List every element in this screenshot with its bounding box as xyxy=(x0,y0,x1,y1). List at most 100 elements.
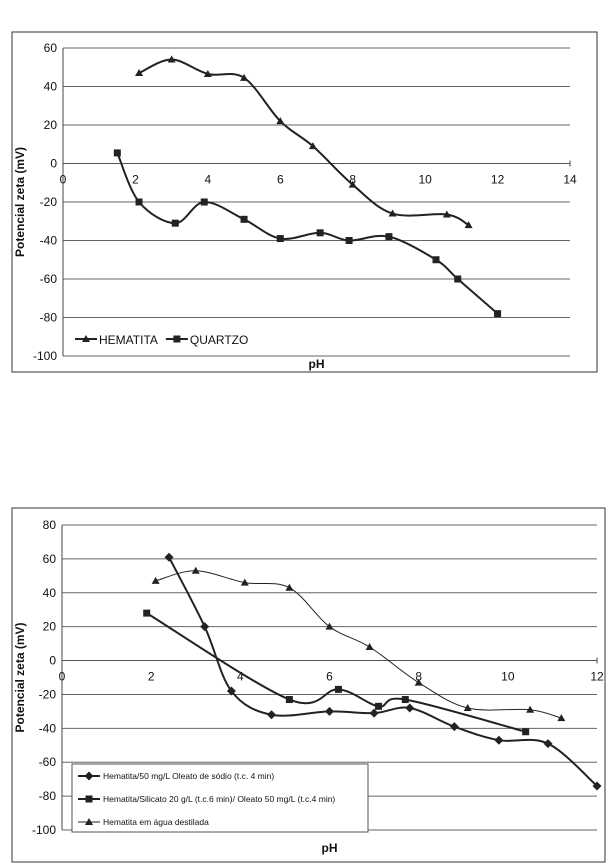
x-axis-title: pH xyxy=(322,841,338,855)
data-point-triangle xyxy=(203,69,212,77)
x-tick-label: 8 xyxy=(349,173,356,187)
legend-label: Hematita em água destilada xyxy=(103,817,209,827)
data-point-square xyxy=(276,235,284,243)
x-tick-label: 4 xyxy=(237,670,244,684)
data-point-square xyxy=(200,198,208,206)
x-tick-label: 0 xyxy=(59,670,66,684)
data-point-triangle xyxy=(442,210,451,218)
legend-label: QUARTZO xyxy=(190,333,248,347)
legend-marker xyxy=(84,771,94,781)
x-tick-label: 2 xyxy=(132,173,139,187)
data-point-triangle xyxy=(135,69,144,77)
legend-marker xyxy=(82,335,90,342)
legend-label: HEMATITA xyxy=(99,333,158,347)
data-point-square xyxy=(316,229,324,237)
y-tick-label: -100 xyxy=(33,349,57,363)
legend-box xyxy=(71,763,369,833)
data-point-triangle xyxy=(463,704,472,711)
y-tick-label: -80 xyxy=(39,789,57,803)
data-point-square xyxy=(113,149,121,157)
series-line xyxy=(168,556,598,787)
data-point-triangle xyxy=(240,578,249,586)
data-point-square xyxy=(240,215,248,223)
data-point-diamond xyxy=(449,722,459,732)
legend-marker xyxy=(85,795,93,803)
y-tick-label: -60 xyxy=(39,755,57,769)
y-tick-label: -80 xyxy=(40,311,58,325)
data-point-diamond xyxy=(226,686,236,696)
data-point-triangle xyxy=(167,55,176,63)
x-tick-label: 4 xyxy=(205,173,212,187)
data-point-diamond xyxy=(325,706,334,716)
data-point-diamond xyxy=(543,739,553,749)
y-tick-label: -40 xyxy=(40,234,58,248)
legend-label: Hematita/Silicato 20 g/L (t.c.6 min)/ Ol… xyxy=(103,794,335,804)
data-point-triangle xyxy=(464,221,473,229)
chart-frame xyxy=(11,31,598,373)
data-point-triangle xyxy=(191,566,200,574)
data-point-square xyxy=(454,275,462,283)
data-point-square xyxy=(494,310,502,318)
data-point-square xyxy=(143,609,151,617)
data-point-triangle xyxy=(414,678,423,686)
data-point-triangle xyxy=(348,180,357,188)
data-point-diamond xyxy=(494,735,504,745)
x-tick-label: 8 xyxy=(415,670,422,684)
data-point-triangle xyxy=(557,714,566,722)
x-tick-label: 6 xyxy=(326,670,333,684)
data-point-square xyxy=(385,233,393,241)
series-line xyxy=(138,58,470,226)
series-line xyxy=(146,612,526,733)
x-tick-label: 14 xyxy=(563,173,577,187)
y-tick-label: 0 xyxy=(49,654,56,668)
data-point-diamond xyxy=(267,710,277,720)
y-axis-title: Potencial zeta (mV) xyxy=(13,147,27,257)
data-point-diamond xyxy=(200,622,210,632)
y-tick-label: 40 xyxy=(43,586,57,600)
legend-label: Hematita/50 mg/L Oleato de sódio (t.c. 4… xyxy=(103,771,274,781)
y-tick-label: -40 xyxy=(39,721,57,735)
x-axis-title: pH xyxy=(309,357,325,371)
x-tick-label: 12 xyxy=(491,173,505,187)
series-line xyxy=(116,152,499,315)
data-point-square xyxy=(171,219,179,227)
x-tick-label: 2 xyxy=(148,670,155,684)
y-axis-title: Potencial zeta (mV) xyxy=(13,622,27,732)
y-tick-label: 20 xyxy=(44,118,58,132)
data-point-square xyxy=(522,728,530,736)
y-tick-label: -20 xyxy=(40,195,58,209)
data-point-square xyxy=(345,237,353,244)
data-point-square xyxy=(135,198,143,206)
data-point-diamond xyxy=(405,703,415,713)
x-tick-label: 12 xyxy=(590,670,604,684)
data-point-triangle xyxy=(365,643,374,650)
x-tick-label: 6 xyxy=(277,173,284,187)
y-tick-label: -20 xyxy=(39,687,57,701)
data-point-diamond xyxy=(369,708,379,718)
chart-frame xyxy=(11,507,606,863)
y-tick-label: 0 xyxy=(50,157,57,171)
x-tick-label: 0 xyxy=(60,173,67,187)
x-tick-label: 10 xyxy=(418,173,432,187)
data-point-diamond xyxy=(164,552,174,562)
data-point-square xyxy=(401,696,409,704)
y-tick-label: 60 xyxy=(44,41,58,55)
series-line xyxy=(155,570,562,719)
data-point-square xyxy=(334,685,342,693)
x-tick-label: 10 xyxy=(501,670,515,684)
data-point-triangle xyxy=(285,583,294,591)
data-point-square xyxy=(375,702,383,710)
data-point-diamond xyxy=(592,781,602,791)
data-point-square xyxy=(432,256,440,264)
y-tick-label: 20 xyxy=(43,620,57,634)
data-point-triangle xyxy=(526,705,535,713)
data-point-triangle xyxy=(151,576,160,584)
legend-marker xyxy=(173,335,181,343)
y-tick-label: 80 xyxy=(43,518,57,532)
y-tick-label: -60 xyxy=(40,272,58,286)
y-tick-label: -100 xyxy=(32,823,56,837)
data-point-triangle xyxy=(240,73,249,81)
